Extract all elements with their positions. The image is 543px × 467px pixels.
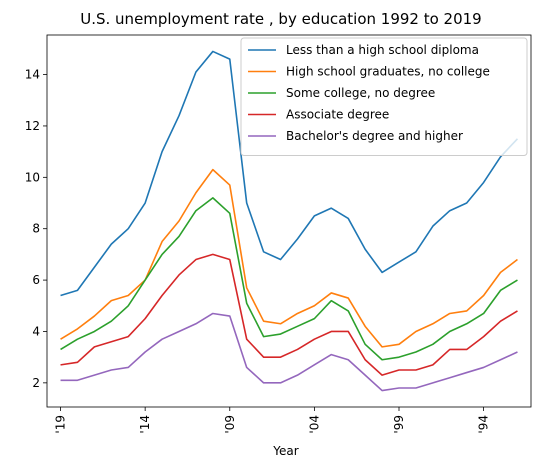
series-line-high-school-graduates-no-college [60,168,518,348]
legend-box [240,37,528,156]
x-tick-label: '19 [54,415,68,434]
x-tick-label: '14 [138,415,152,434]
x-tick-label: '94 [477,415,491,434]
y-axis: 2 4 6 8 10 12 14 [25,68,47,390]
x-tick-label: '99 [392,415,406,434]
series-line-less-than-a-high-school-diploma [60,50,519,297]
y-tick-label: 8 [32,222,40,236]
legend-label: Less than a high school diploma [286,43,479,57]
series-line-bachelor-s-degree-and-higher [60,312,518,392]
x-tick-label: '04 [307,415,321,434]
y-tick-label: 10 [25,170,40,184]
series-line-some-college-no-degree [60,197,518,361]
y-tick-label: 14 [25,68,40,82]
y-tick-label: 6 [32,273,40,287]
x-axis: '19 '14 '09 '04 '99 '94 [54,407,491,434]
y-tick-label: 2 [32,376,40,390]
series-line-associate-degree [60,253,518,376]
x-axis-label: Year [272,444,298,458]
plot-frame [46,34,532,408]
legend-label: Some college, no degree [286,86,435,100]
legend-label: Bachelor's degree and higher [286,129,463,143]
y-tick-label: 4 [32,324,40,338]
x-tick-label: '09 [223,415,237,434]
legend: Less than a high school diploma High scho… [240,37,528,156]
series-layer [60,50,519,392]
legend-label: High school graduates, no college [286,65,490,79]
y-tick-label: 12 [25,119,40,133]
chart-title: U.S. unemployment rate , by education 19… [80,10,481,28]
legend-label: Associate degree [286,108,389,122]
